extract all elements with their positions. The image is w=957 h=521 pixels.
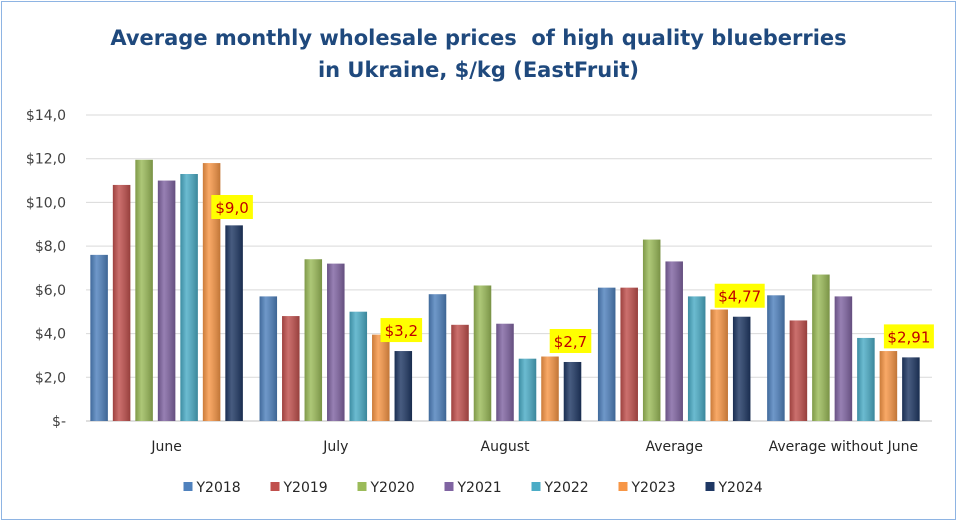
bar-shading <box>857 337 875 421</box>
bar-shading <box>372 334 390 421</box>
bar-shading <box>541 356 559 421</box>
data-label-highlight <box>714 283 765 308</box>
data-label-0: $9,0 <box>215 199 248 217</box>
y-tick-label: $6,0 <box>35 283 66 299</box>
bar-shading <box>135 159 153 422</box>
legend: Y2018 Y2019 Y2020 Y2021 Y2022 Y2023 Y2024 <box>183 480 763 496</box>
y-tick-label: $2,0 <box>35 370 66 386</box>
bar-shading <box>710 309 728 421</box>
x-category-label: July <box>322 439 348 455</box>
y-tick-label: $8,0 <box>35 239 66 255</box>
x-category-label: June <box>150 439 182 455</box>
legend-swatch-y2019 <box>270 482 280 491</box>
data-label-4: $2,91 <box>887 328 930 346</box>
data-label-3: $4,77 <box>718 288 761 306</box>
chart-title: Average monthly wholesale prices of high… <box>0 22 957 86</box>
legend-swatch-y2023 <box>618 482 628 491</box>
bar-shading <box>451 324 469 421</box>
data-label-2: $2,7 <box>554 333 587 351</box>
bar-shading <box>812 274 830 421</box>
bar-shading <box>304 259 323 421</box>
bar-shading <box>902 357 920 421</box>
legend-label-y2022: Y2022 <box>544 480 589 496</box>
bar-shading <box>642 239 661 421</box>
legend-swatch-y2024 <box>705 482 715 491</box>
bar-shading <box>112 184 131 421</box>
data-label-highlight <box>549 328 592 353</box>
bar-shading <box>157 180 176 421</box>
bar-shading <box>349 311 368 421</box>
bar-shading <box>563 361 582 421</box>
bar-shading <box>834 296 853 421</box>
bar-shading <box>496 323 514 421</box>
bar-shading <box>180 174 198 421</box>
legend-swatch-y2018 <box>183 482 193 491</box>
data-label-1: $3,2 <box>385 322 418 340</box>
chart-title-line-2: in Ukraine, $/kg (EastFruit) <box>317 58 640 82</box>
bar-shading <box>473 285 492 421</box>
bar-shading <box>428 294 447 421</box>
legend-label-y2021: Y2021 <box>457 480 502 496</box>
data-label-highlight <box>211 195 253 219</box>
bar-shading <box>789 320 808 421</box>
legend-label-y2019: Y2019 <box>283 480 328 496</box>
bar-shading <box>620 287 638 421</box>
bar-shading <box>202 163 221 422</box>
legend-label-y2020: Y2020 <box>370 480 415 496</box>
x-category-label: Average <box>645 439 703 455</box>
chart-title-line-1: Average monthly wholesale prices of high… <box>110 26 847 50</box>
y-tick-label: $10,0 <box>26 195 66 211</box>
x-category-label: Average without June <box>769 439 919 455</box>
x-axis-category-labels: June July August Average Average without Jun… <box>150 439 918 455</box>
legend-label-y2018: Y2018 <box>196 480 241 496</box>
bar-shading <box>687 296 706 421</box>
bar-shading <box>282 316 300 421</box>
y-tick-label: $4,0 <box>35 327 66 343</box>
y-tick-label: $- <box>52 414 66 430</box>
bar-shading <box>90 254 108 421</box>
bar-shading <box>732 316 751 421</box>
legend-swatch-y2020 <box>357 482 367 491</box>
bar-shading <box>879 351 898 421</box>
legend-swatch-y2022 <box>531 482 541 491</box>
legend-label-y2024: Y2024 <box>718 480 763 496</box>
bar-shading <box>394 351 413 421</box>
y-axis-tick-labels: $- $2,0 $4,0 $6,0 $8,0 $10,0 $12,0 $14,0 <box>26 108 66 430</box>
legend-swatch-y2021 <box>444 482 454 491</box>
data-label-highlight <box>883 324 934 349</box>
x-category-label: August <box>481 439 531 455</box>
data-labels: $9,0 $3,2 $2,7 $4,77 $2,91 <box>211 195 934 353</box>
bar-shading <box>327 263 345 421</box>
bar-shading <box>767 295 785 421</box>
bar-shading <box>225 225 243 421</box>
bar-shading <box>259 296 278 421</box>
bar-shading <box>665 261 683 421</box>
bar-shading <box>518 358 537 421</box>
y-tick-label: $12,0 <box>26 152 66 168</box>
data-label-highlight <box>380 318 423 343</box>
bars <box>90 159 920 422</box>
bar-shading <box>597 287 616 421</box>
legend-label-y2023: Y2023 <box>631 480 676 496</box>
y-tick-label: $14,0 <box>26 108 66 124</box>
